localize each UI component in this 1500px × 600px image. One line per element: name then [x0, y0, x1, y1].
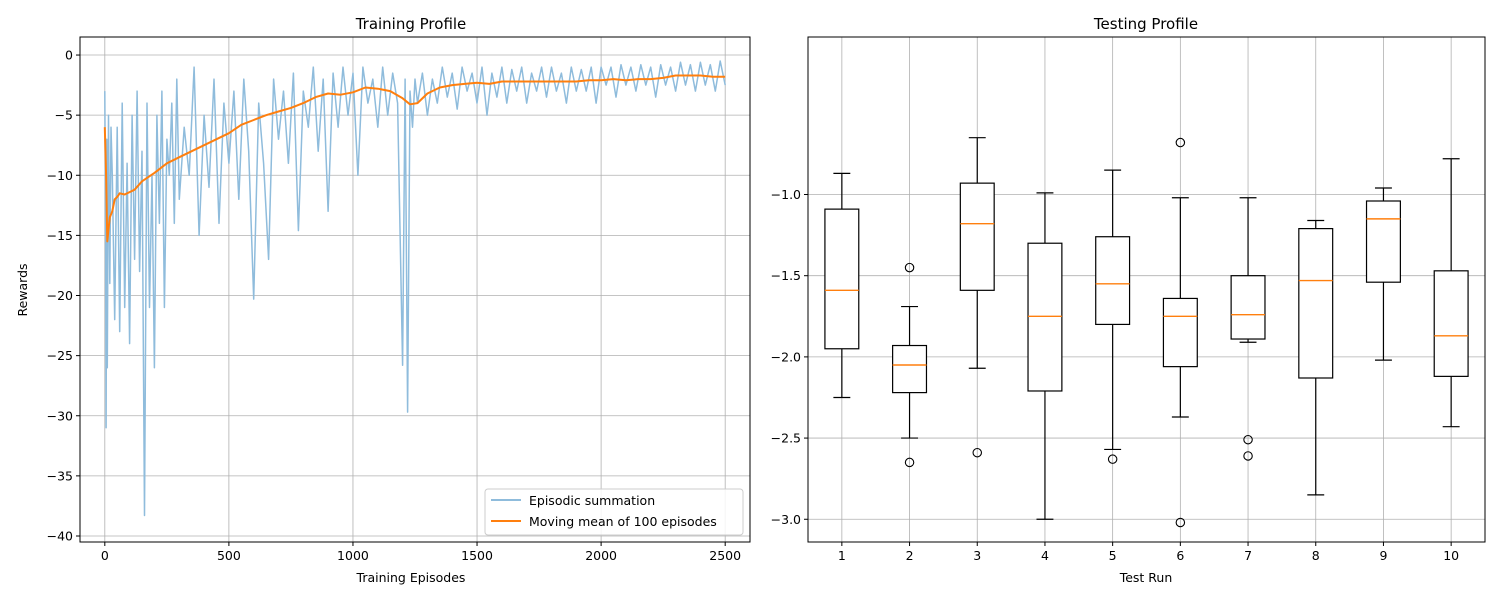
box-iqr	[1027, 242, 1063, 392]
box-plot-1	[824, 172, 860, 399]
training-x-tick-label: 1000	[337, 548, 369, 563]
testing-x-tick-label: 10	[1443, 548, 1459, 563]
outlier-point	[1175, 137, 1186, 148]
training-ticks: 0 500 1000 1500 2000 2500 0 −5 −10 −15 −20 −25 −30 −3…	[47, 48, 742, 563]
testing-x-tick-label: 3	[973, 548, 981, 563]
testing-y-tick-label: −3.0	[771, 512, 801, 527]
training-y-tick-label: −40	[47, 528, 73, 543]
training-title: Training Profile	[355, 15, 467, 33]
training-legend: Episodic summation Moving mean of 100 ep…	[484, 488, 744, 536]
box-iqr	[959, 182, 995, 291]
testing-x-tick-label: 7	[1244, 548, 1252, 563]
training-y-label: Rewards	[15, 263, 30, 316]
testing-x-tick-label: 1	[838, 548, 846, 563]
testing-boxes	[824, 137, 1469, 528]
training-profile-chart: 0 500 1000 1500 2000 2500 0 −5 −10 −15 −20 −25 −30 −3…	[15, 15, 751, 585]
outlier-point	[1175, 517, 1186, 528]
training-x-tick-label: 500	[217, 548, 241, 563]
box-iqr	[1365, 200, 1401, 283]
outlier-point	[1243, 451, 1253, 461]
training-x-tick-label: 0	[101, 548, 109, 563]
box-plot-10	[1433, 158, 1469, 428]
box-iqr	[892, 344, 928, 394]
training-x-tick-label: 2500	[709, 548, 741, 563]
testing-plot-frame	[807, 36, 1486, 543]
testing-y-tick-label: −1.5	[771, 268, 801, 283]
training-y-tick-label: −35	[47, 468, 73, 483]
testing-y-tick-label: −1.0	[771, 187, 801, 202]
outlier-point	[1243, 434, 1253, 445]
training-plot-frame	[79, 36, 751, 543]
box-iqr	[1433, 270, 1469, 377]
training-series	[103, 60, 726, 517]
box-plot-6	[1162, 137, 1198, 528]
outlier-point	[904, 457, 915, 468]
training-y-tick-label: −20	[47, 288, 73, 303]
outlier-point	[972, 447, 982, 458]
box-plot-5	[1095, 169, 1131, 464]
training-x-label: Training Episodes	[356, 570, 466, 585]
box-plot-7	[1230, 197, 1266, 461]
testing-x-tick-label: 2	[906, 548, 914, 563]
training-y-tick-label: −15	[47, 228, 73, 243]
testing-x-label: Test Run	[1119, 570, 1173, 585]
testing-profile-chart: 1 2 3 4 5 6 7 8 9 10 −1.0 −1.5 −2.0 −2.5 −3.0 Testing …	[771, 15, 1486, 585]
testing-y-tick-label: −2.5	[771, 431, 801, 446]
testing-title: Testing Profile	[1093, 15, 1198, 33]
series-line-episodic-summation	[104, 60, 726, 517]
testing-ticks: 1 2 3 4 5 6 7 8 9 10 −1.0 −1.5 −2.0 −2.5 −3.0	[771, 187, 1460, 563]
legend-label-moving-mean: Moving mean of 100 episodes	[529, 514, 717, 529]
training-y-tick-label: 0	[65, 48, 73, 63]
box-iqr	[1298, 228, 1334, 379]
box-iqr	[1162, 297, 1198, 368]
box-plot-9	[1365, 187, 1401, 361]
box-plot-3	[959, 137, 995, 458]
testing-x-tick-label: 9	[1379, 548, 1387, 563]
box-plot-8	[1298, 219, 1334, 496]
outlier-point	[1107, 454, 1118, 464]
training-y-tick-label: −5	[55, 108, 73, 123]
testing-x-tick-label: 5	[1109, 548, 1117, 563]
training-grid	[80, 37, 750, 542]
testing-x-tick-label: 8	[1312, 548, 1320, 563]
training-x-tick-label: 1500	[461, 548, 493, 563]
training-y-tick-label: −10	[47, 168, 73, 183]
testing-x-tick-label: 4	[1041, 548, 1049, 563]
box-plot-2	[892, 262, 928, 468]
box-plot-4	[1027, 192, 1063, 520]
training-y-tick-label: −25	[47, 348, 73, 363]
testing-y-tick-label: −2.0	[771, 349, 801, 364]
series-line-moving-mean	[103, 74, 726, 243]
box-iqr	[1230, 275, 1266, 340]
legend-label-episodic: Episodic summation	[529, 493, 655, 508]
training-y-tick-label: −30	[47, 408, 73, 423]
box-iqr	[824, 208, 860, 350]
box-iqr	[1095, 236, 1131, 326]
testing-x-tick-label: 6	[1176, 548, 1184, 563]
legend-box	[484, 488, 744, 536]
outlier-point	[904, 262, 915, 273]
training-x-tick-label: 2000	[585, 548, 617, 563]
